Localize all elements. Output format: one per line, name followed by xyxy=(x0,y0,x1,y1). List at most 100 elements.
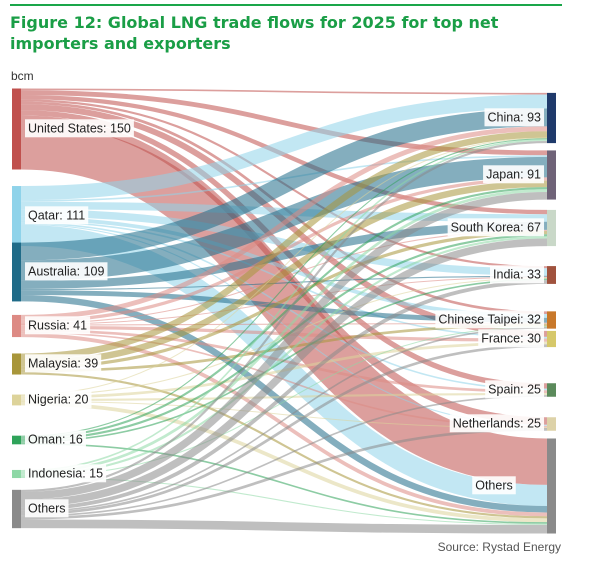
source-australia-label: Australia: 109 xyxy=(28,264,104,278)
link-layer xyxy=(20,88,548,534)
flow-russia-to-japan xyxy=(20,177,548,324)
flow-oman-to-others xyxy=(20,442,548,524)
flow-malaysia-to-japan xyxy=(20,180,548,367)
target-spain-label-bg xyxy=(485,380,545,399)
source-node-russia xyxy=(12,314,21,338)
source-node-others xyxy=(12,489,21,529)
source-malaysia-label-group: Malaysia: 39 xyxy=(25,354,102,373)
target-others-label-bg xyxy=(472,476,516,495)
flow-others-to-france xyxy=(20,344,548,516)
target-netherlands-label-bg xyxy=(449,414,545,433)
source-qatar-label: Qatar: 111 xyxy=(28,208,85,222)
target-india-label-group: India: 33 xyxy=(490,265,545,284)
flow-qatar-to-china xyxy=(20,94,548,201)
target-node-india xyxy=(547,266,556,284)
label-layer: United States: 150 Qatar: 111 Australia: 1… xyxy=(25,108,545,518)
source-malaysia-label: Malaysia: 39 xyxy=(28,356,98,370)
source-indonesia-label-bg xyxy=(25,464,107,483)
flow-others-to-spain xyxy=(20,395,548,517)
source-united-states-label-group: United States: 150 xyxy=(25,119,134,138)
flow-indonesia-to-chinese-taipei xyxy=(20,326,548,478)
flow-oman-to-south-korea xyxy=(20,234,548,442)
source-oman-label-bg xyxy=(25,430,86,449)
target-node-china xyxy=(547,92,556,144)
flow-others-to-india xyxy=(20,280,548,511)
target-france-label-bg xyxy=(478,329,545,348)
source-others-label: Others xyxy=(28,501,66,515)
target-node-france xyxy=(547,330,556,348)
target-chinese-taipei-label-group: Chinese Taipei: 32 xyxy=(435,310,545,329)
source-node-malaysia xyxy=(12,353,21,375)
flow-indonesia-to-south-korea xyxy=(20,236,548,477)
source-malaysia-label-bg xyxy=(25,354,102,373)
source-qatar-label-bg xyxy=(25,206,89,225)
flow-others-to-netherlands xyxy=(20,428,548,520)
flow-indonesia-to-japan xyxy=(20,189,548,475)
flow-united-states-to-china xyxy=(20,88,548,95)
flow-others-to-china xyxy=(20,140,548,492)
source-united-states-label: United States: 150 xyxy=(28,121,131,135)
target-netherlands-label-group: Netherlands: 25 xyxy=(449,414,545,433)
target-spain-label: Spain: 25 xyxy=(488,382,541,396)
source-node-indonesia xyxy=(12,469,21,479)
target-chinese-taipei-label-bg xyxy=(435,310,545,329)
target-france-label-group: France: 30 xyxy=(478,329,545,348)
flow-australia-to-india xyxy=(20,275,548,291)
target-china-label-bg xyxy=(484,108,545,127)
flow-nigeria-to-china xyxy=(20,137,548,396)
flow-oman-to-china xyxy=(20,138,548,437)
flow-others-to-japan xyxy=(20,192,548,500)
source-indonesia-label-group: Indonesia: 15 xyxy=(25,464,107,483)
target-node-south-korea xyxy=(547,209,556,247)
source-node-qatar xyxy=(12,186,21,246)
target-china-label-group: China: 93 xyxy=(484,108,545,127)
source-node-united-states xyxy=(12,88,21,170)
flow-oman-to-japan xyxy=(20,187,548,439)
source-oman-label: Oman: 16 xyxy=(28,432,83,446)
source-nigeria-label-group: Nigeria: 20 xyxy=(25,390,92,409)
target-spain-label-group: Spain: 25 xyxy=(485,380,545,399)
flow-others-to-chinese-taipei xyxy=(20,327,548,513)
target-node-spain xyxy=(547,383,556,397)
flow-malaysia-to-china xyxy=(20,131,548,360)
source-russia-label-group: Russia: 41 xyxy=(25,316,91,335)
target-india-label-bg xyxy=(490,265,545,284)
target-netherlands-label: Netherlands: 25 xyxy=(453,416,541,430)
flow-nigeria-to-others xyxy=(20,401,548,523)
target-others-label-group: Others xyxy=(472,476,516,495)
flow-qatar-to-france xyxy=(20,220,548,339)
target-node-chinese-taipei xyxy=(547,311,556,329)
target-others-label: Others xyxy=(475,478,513,492)
source-note: Source: Rystad Energy xyxy=(437,540,561,554)
source-node-australia xyxy=(12,242,21,302)
flow-oman-to-india xyxy=(20,278,548,443)
source-others-label-bg xyxy=(25,499,69,518)
target-node-others xyxy=(547,438,556,534)
target-south-korea-label: South Korea: 67 xyxy=(451,220,541,234)
target-japan-label-group: Japan: 91 xyxy=(483,165,545,184)
source-others-label-group: Others xyxy=(25,499,69,518)
target-node-netherlands xyxy=(547,417,556,431)
source-australia-label-group: Australia: 109 xyxy=(25,262,108,281)
unit-label: bcm xyxy=(11,69,34,83)
source-nigeria-label-bg xyxy=(25,390,92,409)
target-south-korea-label-group: South Korea: 67 xyxy=(447,218,545,237)
source-russia-label: Russia: 41 xyxy=(28,318,87,332)
flow-australia-to-china xyxy=(20,108,548,261)
title-rule xyxy=(10,4,562,6)
target-chinese-taipei-label: Chinese Taipei: 32 xyxy=(438,312,541,326)
flow-australia-to-japan xyxy=(20,156,548,281)
target-france-label: France: 30 xyxy=(481,331,541,345)
flow-indonesia-to-china xyxy=(20,139,548,472)
target-india-label: India: 33 xyxy=(493,267,541,281)
node-layer xyxy=(12,88,556,534)
flow-others-to-south-korea xyxy=(20,238,548,508)
source-nigeria-label: Nigeria: 20 xyxy=(28,392,88,406)
source-indonesia-label: Indonesia: 15 xyxy=(28,466,103,480)
source-qatar-label-group: Qatar: 111 xyxy=(25,206,89,225)
target-japan-label-bg xyxy=(483,165,545,184)
source-russia-label-bg xyxy=(25,316,91,335)
source-united-states-label-bg xyxy=(25,119,134,138)
source-node-oman xyxy=(12,435,21,445)
